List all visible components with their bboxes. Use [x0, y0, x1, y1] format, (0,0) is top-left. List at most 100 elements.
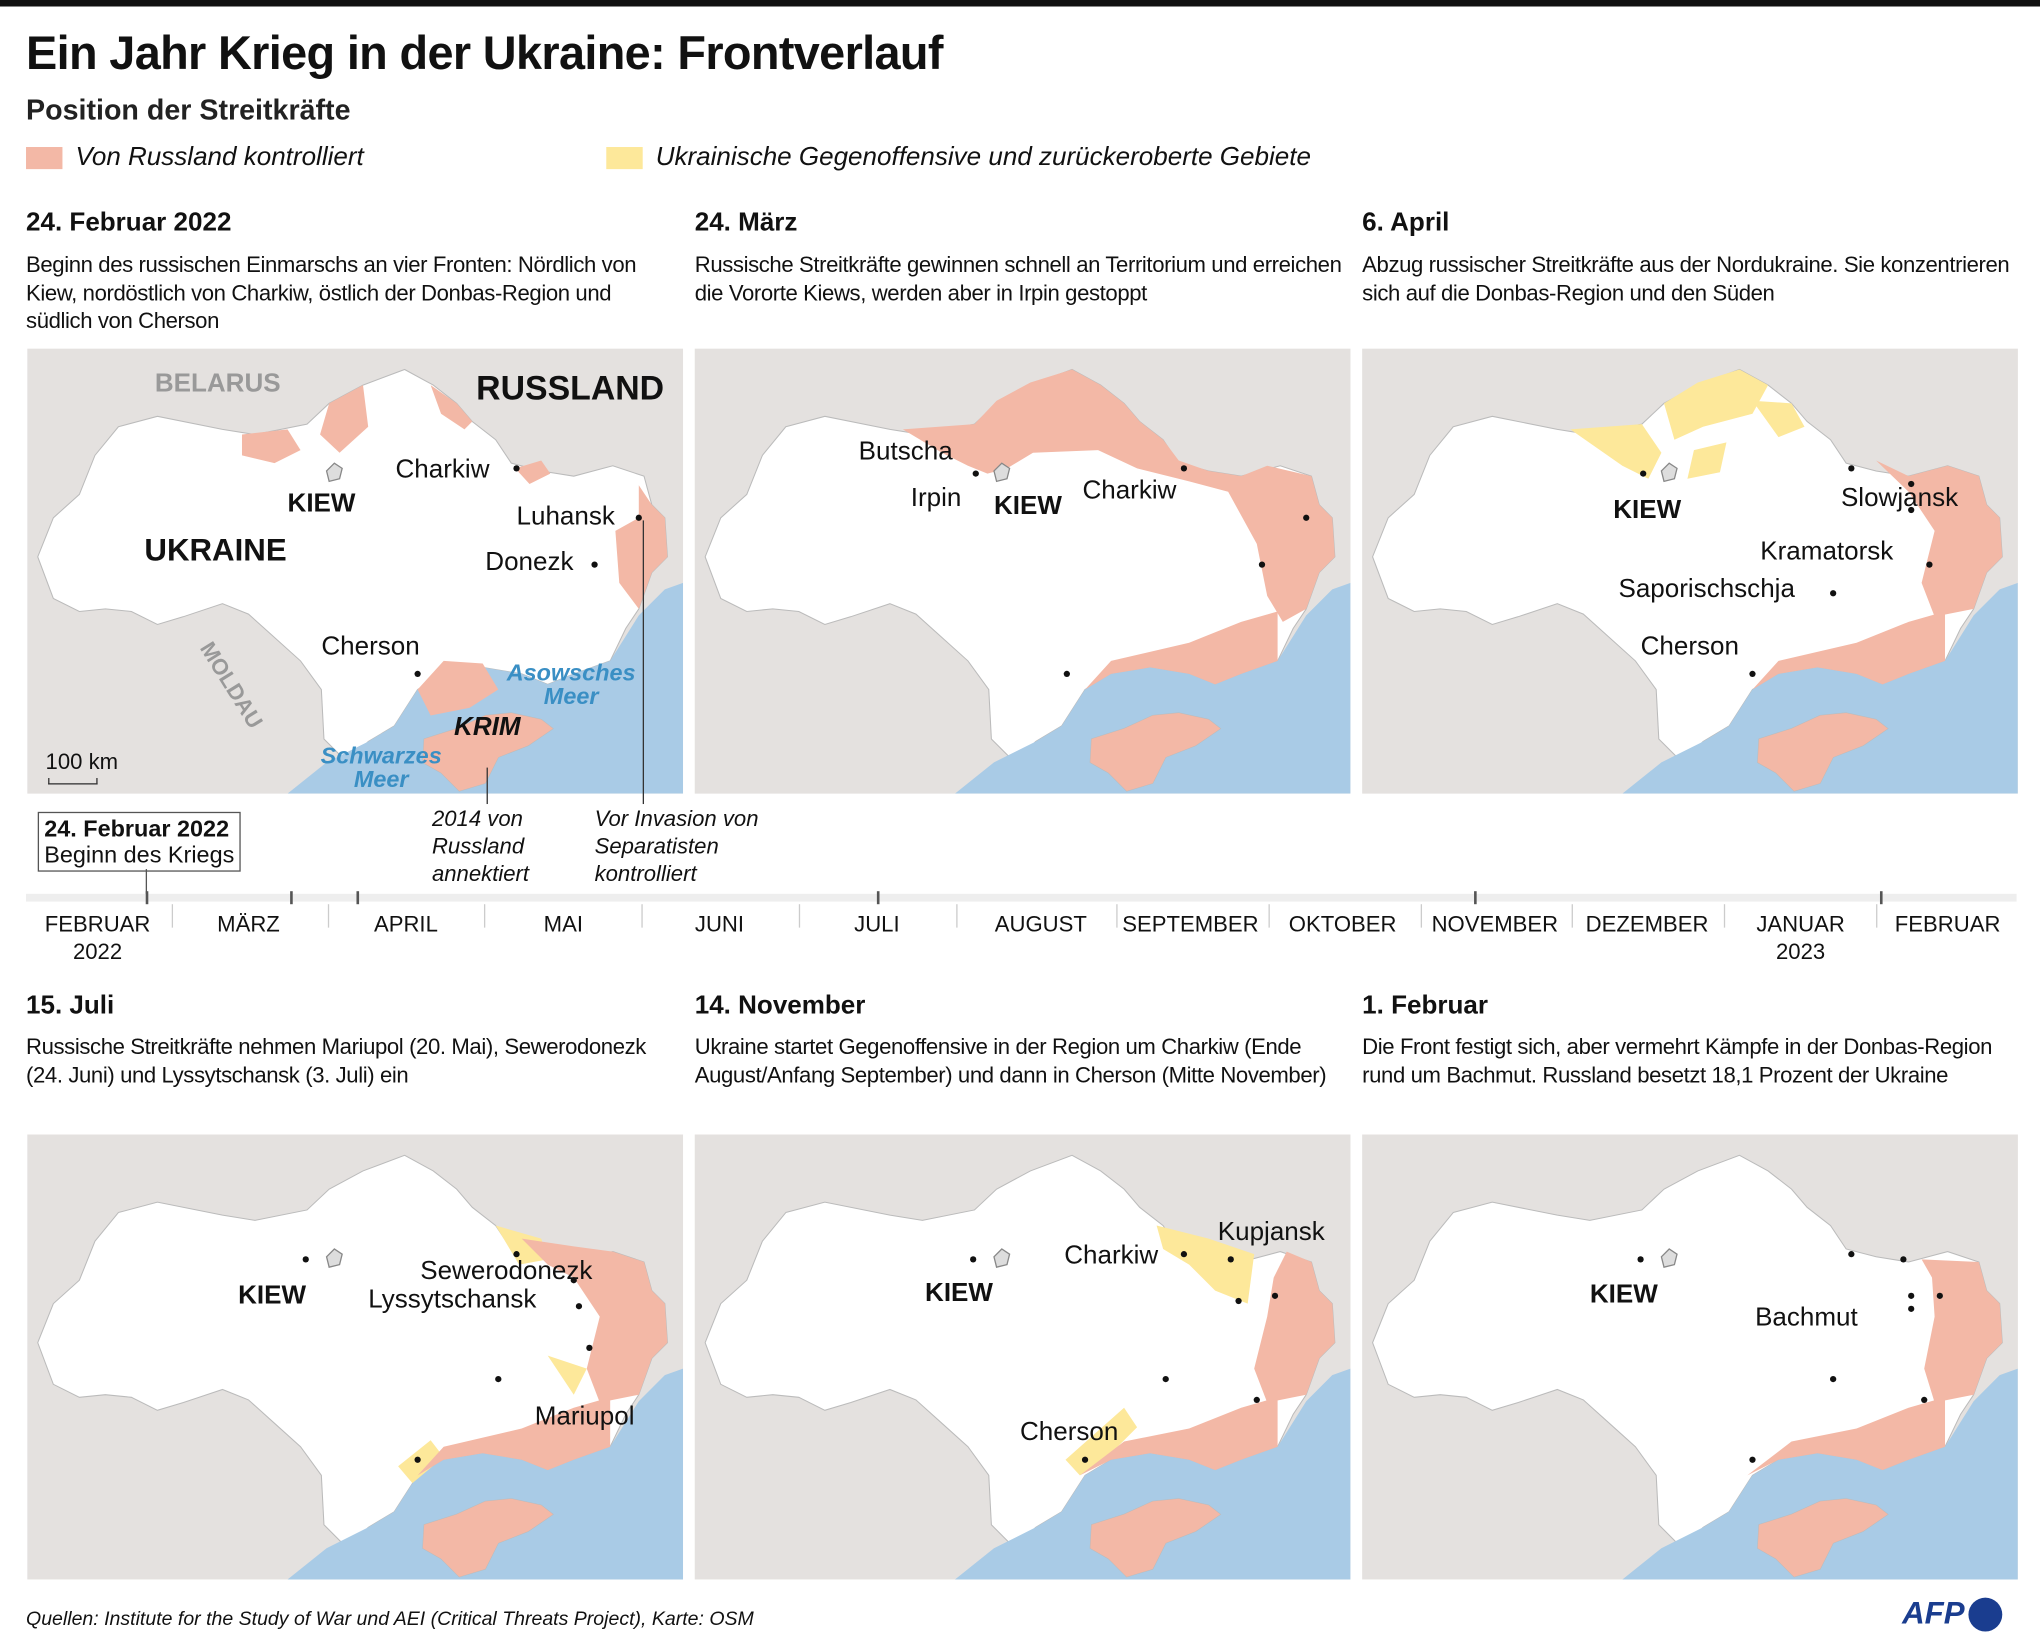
city-dot [591, 561, 598, 568]
label-ukraine: UKRAINE [144, 533, 287, 569]
crimea-occupied [1090, 712, 1221, 792]
city-dot [1749, 1456, 1756, 1463]
city-dot [1235, 1297, 1242, 1305]
page-subtitle: Position der Streitkräfte [26, 93, 351, 127]
label-irpin: Irpin [910, 483, 962, 513]
panel-heading: 14. November [694, 991, 866, 1020]
city-dot [635, 514, 642, 521]
city-dot [1830, 590, 1837, 597]
city-dot [1271, 1292, 1279, 1299]
russian-controlled-area [394, 1397, 611, 1512]
map-march: Butscha Irpin KIEW Charkiw [694, 348, 1351, 794]
counteroffensive-area [1752, 400, 1805, 438]
city-dot [513, 1251, 520, 1258]
label-saporischschja: Saporischschja [1618, 575, 1795, 604]
counteroffensive-area [1570, 424, 1662, 479]
russian-controlled-area [1921, 1259, 2003, 1403]
russian-controlled-area [1747, 1397, 1946, 1476]
counteroffensive-area [547, 1355, 587, 1395]
timeline-start-box: 24. Februar 2022 Beginn des Kriegs [37, 811, 241, 872]
timeline-marker [356, 891, 360, 905]
crimea-leader-line [486, 767, 488, 805]
city-dot [570, 1277, 577, 1284]
legend-counteroffensive: Ukrainische Gegenoffensive und zurückero… [606, 143, 1311, 173]
month-separator [327, 904, 330, 928]
counteroffensive-area [1687, 442, 1727, 479]
kiew-city-area [993, 1248, 1011, 1268]
panel-heading: 1. Februar [1362, 991, 1488, 1020]
sea [954, 582, 1351, 794]
panel-heading: 24. Februar 2022 [26, 208, 232, 237]
timeline-month: OKTOBER [1288, 912, 1397, 937]
label-mariupol: Mariupol [534, 1402, 635, 1432]
city-dot [1637, 1256, 1644, 1263]
russian-controlled-area [1254, 1251, 1335, 1403]
sea [954, 1368, 1351, 1580]
timeline-month: APRIL [373, 912, 438, 937]
city-dot [1908, 1292, 1915, 1299]
annotation-crimea: 2014 von Russland annektiert [431, 806, 530, 886]
city-dot [1936, 1292, 1943, 1299]
city-dot [1749, 670, 1756, 678]
russian-controlled-area [320, 385, 369, 453]
annotation-donbas: Vor Invasion von Separatisten kontrollie… [594, 806, 759, 886]
city-dot [1921, 1396, 1928, 1404]
russian-controlled-area [1079, 1397, 1278, 1476]
city-dot [1848, 465, 1855, 472]
legend-label: Von Russland kontrolliert [75, 143, 364, 172]
counteroffensive-area [495, 1225, 548, 1265]
city-dot [1926, 561, 1933, 568]
label-donezk: Donezk [485, 547, 574, 577]
label-cherson: Cherson [1640, 632, 1739, 661]
timeline-month: MÄRZ [217, 912, 280, 937]
label-lyssytschansk: Lyssytschansk [368, 1285, 537, 1315]
legend-russia: Von Russland kontrolliert [26, 143, 364, 173]
panel-heading: 24. März [694, 208, 798, 237]
label-bachmut: Bachmut [1755, 1303, 1858, 1333]
city-dot [1640, 470, 1647, 477]
kiew-city-area [325, 462, 343, 483]
label-kramatorsk: Kramatorsk [1760, 537, 1894, 566]
city-dot [972, 470, 979, 477]
top-rule [0, 0, 2040, 7]
start-text: Beginn des Kriegs [44, 841, 235, 868]
russian-controlled-area [1876, 460, 2003, 617]
label-russland: RUSSLAND [476, 368, 665, 408]
counteroffensive-area [1156, 1225, 1255, 1304]
map-canvas [704, 1154, 1351, 1580]
month-separator [1723, 904, 1726, 928]
kiew-city-area [993, 462, 1011, 483]
timeline-month: FEBRUAR 2022 [44, 912, 151, 965]
panel-description: Russische Streitkräfte nehmen Mariupol (… [26, 1034, 646, 1088]
month-separator [798, 904, 801, 928]
city-dot [1180, 465, 1188, 472]
month-separator [1876, 904, 1878, 928]
crimea-occupied [1090, 1498, 1221, 1577]
timeline-month: JUNI [694, 912, 745, 937]
timeline-bar [26, 893, 2017, 902]
city-dot [302, 1256, 309, 1263]
crimea-occupied [1757, 1498, 1888, 1577]
panel-heading: 6. April [1362, 208, 1450, 237]
russian-controlled-area [515, 460, 551, 484]
month-separator [171, 904, 174, 928]
city-dot [1908, 480, 1915, 488]
timeline-month: SEPTEMBER [1122, 912, 1259, 937]
sea [1622, 582, 2018, 794]
panel-heading: 15. Juli [26, 991, 115, 1020]
map-november: KIEW Charkiw Kupjansk Cherson [694, 1134, 1351, 1580]
page-title: Ein Jahr Krieg in der Ukraine: Frontverl… [26, 26, 943, 80]
label-luhansk: Luhansk [516, 502, 615, 531]
timeline-month: MAI [543, 912, 583, 937]
city-dot [414, 670, 421, 678]
month-separator [641, 904, 643, 928]
label-charkiw: Charkiw [1064, 1241, 1159, 1270]
month-separator [1268, 904, 1270, 928]
russian-controlled-area [902, 369, 1335, 622]
city-dot [970, 1256, 977, 1263]
map-february-2023: KIEW Bachmut [1362, 1134, 2018, 1580]
city-dot [1848, 1251, 1855, 1258]
map-april: KIEW Slowjansk Kramatorsk Saporischschja… [1362, 348, 2018, 794]
timeline-month: JULI [854, 912, 900, 937]
month-separator [1420, 904, 1423, 928]
